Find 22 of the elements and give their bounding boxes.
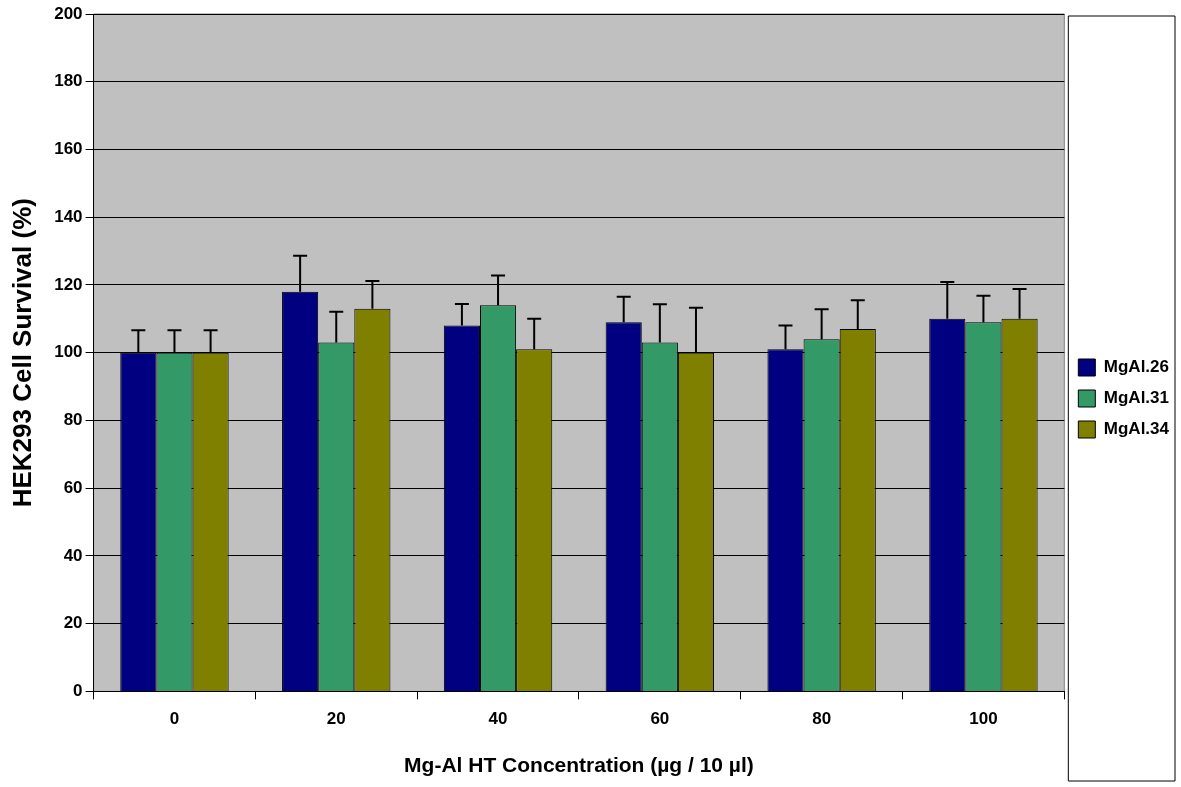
x-tick-label: 0 (169, 709, 180, 729)
y-tick-label: 80 (63, 410, 83, 430)
y-tick-label: 0 (73, 681, 83, 701)
legend-label: MgAl.31 (1103, 388, 1170, 408)
y-axis-title: HEK293 Cell Survival (%) (6, 198, 37, 508)
y-tick-label: 60 (63, 477, 83, 497)
legend-label: MgAl.34 (1103, 419, 1170, 439)
x-tick-label: 40 (488, 709, 508, 729)
y-tick-label: 20 (63, 613, 83, 633)
y-tick-label: 180 (54, 71, 83, 91)
x-tick-label: 60 (650, 709, 670, 729)
legend-label: MgAl.26 (1103, 357, 1170, 377)
x-tick-label: 100 (969, 709, 998, 729)
x-tick-label: 80 (812, 709, 832, 729)
y-tick-label: 40 (63, 545, 83, 565)
y-tick-label: 160 (54, 139, 83, 159)
y-tick-label: 140 (54, 206, 83, 226)
x-tick-label: 20 (326, 709, 346, 729)
x-axis-title: Mg-Al HT Concentration (µg / 10 µl) (404, 753, 754, 777)
y-tick-label: 200 (54, 3, 83, 23)
y-tick-label: 120 (54, 274, 83, 294)
y-tick-label: 100 (54, 342, 83, 362)
